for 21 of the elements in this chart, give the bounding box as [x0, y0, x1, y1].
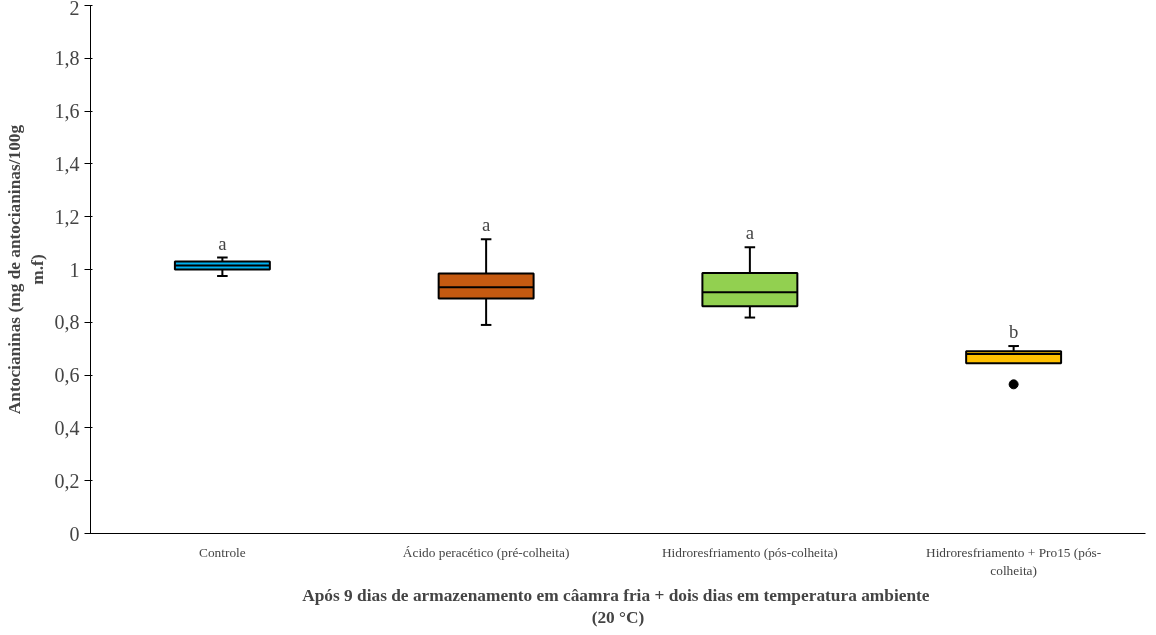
y-tick-label: 0,2 — [54, 469, 80, 492]
y-axis-title: Antocianinas (mg de antocianinas/100g m.f) — [4, 124, 47, 415]
y-tick-label: 1,8 — [54, 47, 80, 70]
y-tick-label: 0 — [69, 522, 80, 545]
y-tick-label: 1,6 — [54, 100, 80, 123]
x-tick-label: Hidroresfriamento (pós-colheita) — [661, 544, 838, 560]
y-tick-label: 1,4 — [54, 152, 80, 175]
y-tick-label: 0,6 — [54, 364, 80, 387]
annotation: a — [745, 222, 755, 244]
x-axis-title: Após 9 dias de armazenamento em câamra fria + dois dias em temperatura ambiente (20 °C) — [302, 585, 930, 628]
y-tick-label: 0,4 — [54, 416, 80, 439]
y-tick-label: 1,2 — [54, 205, 80, 228]
annotation: b — [1008, 321, 1019, 343]
y-tick-label: 2 — [69, 0, 80, 19]
x-tick-label: Ácido peracético (pré-colheita) — [402, 544, 570, 560]
y-tick-label: 1 — [69, 258, 80, 281]
annotation: a — [218, 232, 228, 254]
x-tick-label: Controle — [199, 544, 246, 560]
annotation: a — [481, 214, 491, 236]
x-tick-label: Hidroresfriamento + Pro15 (pós-colheita) — [926, 544, 1102, 578]
y-tick-label: 0,8 — [54, 311, 80, 334]
